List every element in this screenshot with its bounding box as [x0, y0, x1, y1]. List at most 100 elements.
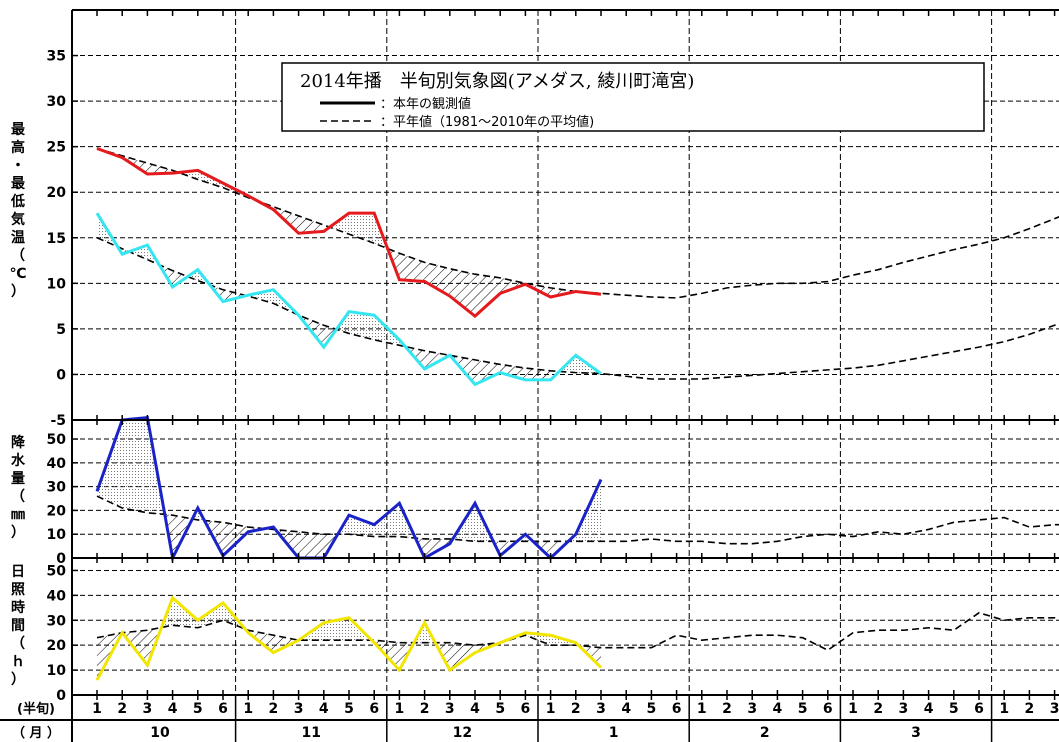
- above-normal-fill: [122, 417, 148, 513]
- y-tick-label: 35: [47, 49, 66, 65]
- month-tick-label: 11: [301, 725, 320, 741]
- above-normal-fill: [374, 503, 400, 537]
- legend-box: [281, 62, 985, 132]
- y-tick-label: 30: [47, 613, 67, 629]
- y-tick-label: 30: [47, 480, 67, 496]
- y-tick-label: 10: [47, 276, 67, 292]
- below-normal-fill: [424, 262, 450, 297]
- above-normal-fill: [323, 617, 349, 641]
- below-normal-fill: [449, 642, 475, 671]
- hanjun-tick-label: 4: [621, 701, 631, 717]
- hanjun-tick-label: 3: [596, 701, 606, 717]
- hanjun-tick-label: 3: [747, 701, 757, 717]
- sunshine-normal-line: [96, 611, 1059, 652]
- above-normal-fill: [349, 515, 375, 537]
- hanjun-tick-label: 4: [773, 701, 783, 717]
- y-tick-label: 20: [47, 503, 67, 519]
- precip-observed-line: [95, 415, 603, 563]
- hanjun-tick-label: 6: [974, 701, 984, 717]
- y-tick-label: 10: [47, 527, 67, 543]
- hanjun-tick-label: 2: [571, 701, 581, 717]
- hanjun-tick-label: 1: [546, 701, 556, 717]
- below-normal-fill: [223, 522, 249, 556]
- y-tick-label: 10: [47, 663, 67, 679]
- hanjun-tick-label: 3: [1050, 701, 1059, 717]
- hanjun-tick-label: 3: [899, 701, 909, 717]
- y-tick-label: 5: [56, 322, 66, 338]
- axes: [0, 9, 1059, 742]
- hanjun-tick-label: 6: [672, 701, 682, 717]
- below-normal-fill: [298, 215, 324, 234]
- chart-title: 2014年播 半旬別気象図(アメダス, 綾川町滝宮): [300, 71, 694, 92]
- hanjun-row-label: (半旬): [17, 701, 55, 717]
- y-tick-label: 50: [47, 563, 67, 579]
- month-tick-label: 12: [453, 725, 472, 741]
- below-normal-fill: [500, 364, 526, 380]
- above-normal-fill: [129, 245, 148, 260]
- legend: 2014年播 半旬別気象図(アメダス, 綾川町滝宮) ：本年の観測値 ：平年値（…: [281, 62, 985, 132]
- legend-normal-label: ：平年値（1981～2010年の平均値): [380, 114, 594, 130]
- hanjun-tick-label: 1: [999, 701, 1009, 717]
- hanjun-tick-label: 5: [647, 701, 657, 717]
- precip-normal-line: [96, 495, 1059, 545]
- hanjun-tick-label: 2: [117, 701, 127, 717]
- hanjun-tick-label: 4: [168, 701, 178, 717]
- y-tick-label: -5: [50, 413, 66, 429]
- hanjun-tick-label: 4: [924, 701, 934, 717]
- hanjun-tick-label: 3: [143, 701, 153, 717]
- hanjun-tick-label: 2: [269, 701, 279, 717]
- month-tick-label: 2: [760, 725, 770, 741]
- y-tick-label: 50: [47, 432, 67, 448]
- above-normal-fill: [349, 311, 375, 340]
- legend-observed-label: ：本年の観測値: [380, 96, 471, 112]
- normal-lines: [96, 147, 1059, 652]
- above-normal-fill: [349, 213, 375, 244]
- month-tick-label: 3: [911, 725, 921, 741]
- y-tick-label: 25: [47, 140, 66, 156]
- below-normal-fill: [399, 253, 425, 282]
- hanjun-tick-label: 5: [949, 701, 959, 717]
- above-normal-fill: [248, 289, 274, 304]
- y-tick-label: 40: [47, 456, 67, 472]
- month-row-label: （ 月 ）: [12, 725, 60, 741]
- hanjun-tick-label: 1: [395, 701, 405, 717]
- hanjun-tick-label: 1: [92, 701, 102, 717]
- y-tick-label: 0: [56, 688, 66, 704]
- hanjun-tick-label: 4: [470, 701, 480, 717]
- sunshine-axis-label: 日照時間（ｈ）: [11, 564, 25, 688]
- max-observed-line: [96, 147, 602, 319]
- hanjun-tick-label: 5: [193, 701, 203, 717]
- hanjun-tick-label: 1: [697, 701, 707, 717]
- below-normal-fill: [525, 368, 551, 380]
- max-normal-line: [96, 147, 1059, 299]
- y-tick-label: 20: [47, 638, 67, 654]
- y-tick-label: 0: [56, 551, 66, 567]
- hanjun-tick-label: 5: [344, 701, 354, 717]
- hanjun-tick-label: 6: [823, 701, 833, 717]
- below-normal-fill: [475, 359, 501, 385]
- y-tick-label: 15: [47, 231, 66, 247]
- hanjun-tick-label: 6: [521, 701, 531, 717]
- y-tick-label: 0: [56, 367, 66, 383]
- hanjun-tick-label: 3: [294, 701, 304, 717]
- precipitation-axis-label: 降水量（㎜）: [11, 434, 26, 541]
- month-tick-label: 10: [150, 725, 170, 741]
- y-tick-label: 30: [47, 94, 67, 110]
- hanjun-tick-label: 1: [848, 701, 858, 717]
- y-tick-label: 40: [47, 588, 67, 604]
- month-tick-label: 1: [609, 725, 619, 741]
- hanjun-tick-label: 2: [722, 701, 732, 717]
- temperature-axis-label: 最高・最低気温（℃）: [10, 121, 27, 300]
- below-normal-fill: [298, 531, 324, 558]
- hanjun-tick-label: 4: [319, 701, 329, 717]
- sunshine-observed-line: [95, 595, 603, 681]
- hanjun-tick-label: 5: [798, 701, 808, 717]
- hanjun-tick-label: 2: [873, 701, 883, 717]
- below-normal-fill: [449, 268, 475, 317]
- hanjun-tick-label: 5: [495, 701, 505, 717]
- hanjun-tick-label: 2: [420, 701, 430, 717]
- hanjun-tick-label: 6: [369, 701, 379, 717]
- observed-lines: [95, 147, 603, 681]
